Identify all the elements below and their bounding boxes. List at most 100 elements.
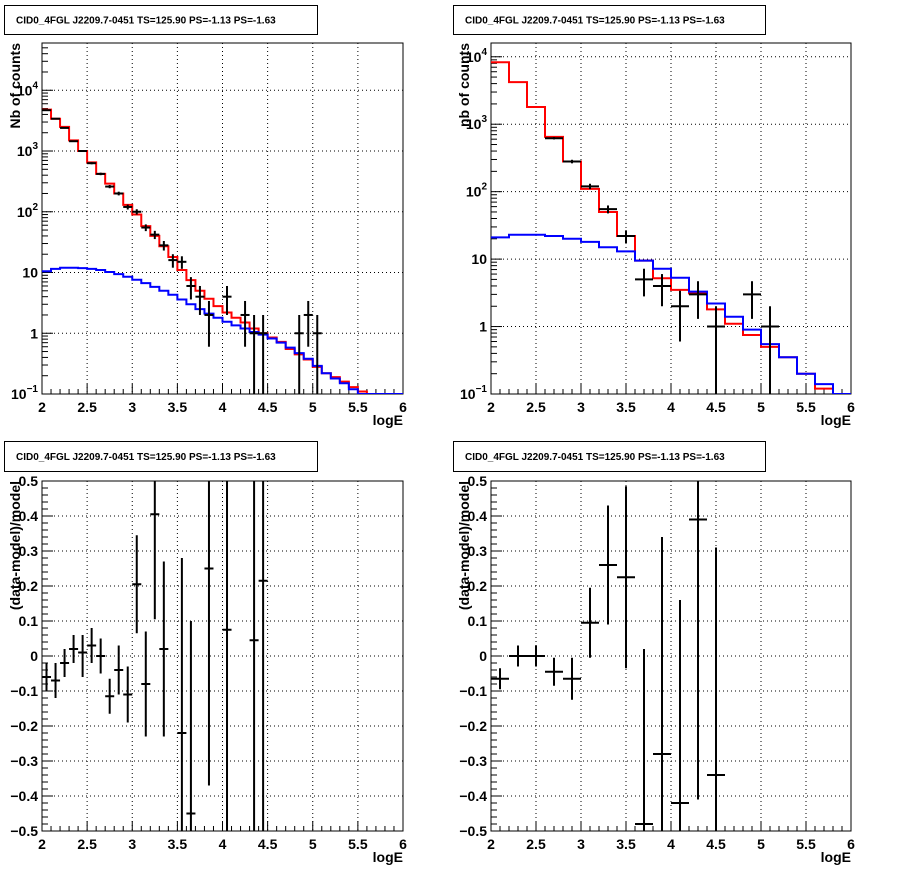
x-tick-label: 5.5 (348, 399, 368, 415)
chart-title: CID0_4FGL J2209.7-0451 TS=125.90 PS=-1.1… (16, 16, 276, 27)
data-point (114, 645, 124, 695)
title-box (453, 5, 766, 35)
panel-4: CID0_4FGL J2209.7-0451 TS=125.90 PS=-1.1… (453, 441, 855, 865)
y-tick-exponent: 2 (32, 202, 38, 213)
x-tick-label: 6 (399, 836, 407, 852)
y-tick-label: 0.4 (19, 508, 39, 524)
y-tick-label: 0 (479, 648, 487, 664)
data-point (177, 558, 187, 831)
y-tick-label: 0.5 (468, 473, 488, 489)
data-point (204, 300, 214, 347)
x-tick-label: 2.5 (526, 836, 546, 852)
y-tick-exponent: 2 (481, 182, 487, 193)
series-2 (42, 266, 403, 394)
x-axis-label: logE (821, 849, 851, 865)
data-point (69, 140, 79, 143)
data-point (761, 306, 779, 394)
y-tick-label: −0.4 (10, 788, 38, 804)
data-point (599, 205, 617, 214)
data-point (96, 638, 106, 674)
panel-3: CID0_4FGL J2209.7-0451 TS=125.90 PS=-1.1… (4, 441, 407, 865)
x-tick-label: 5 (757, 836, 765, 852)
data-point (132, 535, 142, 634)
y-tick-label: −0.4 (459, 788, 487, 804)
y-tick-label: 0.5 (19, 473, 39, 489)
data-point (294, 314, 304, 394)
x-tick-label: 5.5 (796, 399, 816, 415)
y-tick-label: −0.5 (459, 823, 487, 839)
data-point (141, 631, 151, 737)
x-tick-label: 2 (38, 399, 46, 415)
y-tick-exponent: −1 (476, 384, 488, 395)
data-point (671, 600, 689, 831)
x-tick-label: 3.5 (168, 836, 188, 852)
data-point (168, 254, 178, 268)
data-point (240, 300, 250, 347)
x-tick-label: 5 (309, 836, 317, 852)
data-point (509, 645, 527, 667)
data-point (87, 162, 97, 165)
x-tick-label: 2 (38, 836, 46, 852)
data-point (132, 209, 142, 215)
series-3 (42, 109, 322, 394)
x-tick-label: 4 (219, 399, 227, 415)
data-point (78, 635, 88, 677)
data-point (617, 486, 635, 669)
y-tick-exponent: 3 (481, 114, 487, 125)
data-point (527, 645, 545, 667)
x-tick-label: 4 (219, 836, 227, 852)
data-point (581, 183, 599, 190)
chart-title: CID0_4FGL J2209.7-0451 TS=125.90 PS=-1.1… (465, 452, 725, 463)
panel-1: CID0_4FGL J2209.7-0451 TS=125.90 PS=-1.1… (4, 5, 407, 428)
data-point (186, 621, 196, 831)
y-tick-label: −0.1 (459, 683, 487, 699)
data-point (204, 481, 214, 786)
data-point (671, 290, 689, 342)
x-tick-label: 3 (128, 399, 136, 415)
y-tick-label: 1 (30, 325, 38, 341)
y-tick-base: 10 (17, 143, 33, 159)
data-point (581, 587, 599, 658)
y-tick-label: 10−1 (11, 384, 38, 402)
x-tick-label: 3 (577, 836, 585, 852)
x-tick-label: 2 (487, 836, 495, 852)
y-tick-base: 10 (466, 184, 482, 200)
y-axis-label: (data-model)/model (7, 481, 23, 610)
x-axis-label: logE (821, 412, 851, 428)
title-box (453, 441, 766, 472)
y-tick-label: 1 (479, 319, 487, 335)
data-point (312, 314, 322, 394)
data-point (222, 481, 232, 831)
data-point (689, 481, 707, 800)
y-tick-label: −0.2 (459, 718, 487, 734)
model-background-histogram (491, 233, 851, 394)
data-point (707, 306, 725, 394)
x-axis-label: logE (373, 849, 403, 865)
y-tick-label: 10 (22, 265, 38, 281)
grid (42, 481, 403, 831)
x-tick-label: 6 (847, 399, 855, 415)
y-axis-label: Nb of counts (7, 43, 23, 129)
title-box (4, 5, 318, 35)
data-point (563, 159, 581, 164)
y-tick-exponent: 4 (481, 47, 487, 58)
data-point (563, 657, 581, 700)
data-point (150, 230, 160, 240)
y-tick-label: 0.2 (468, 578, 488, 594)
x-tick-label: 3.5 (616, 836, 636, 852)
data-point (222, 285, 232, 315)
grid (491, 481, 851, 831)
series-1 (491, 481, 725, 831)
series-1 (42, 481, 268, 831)
data-point (653, 274, 671, 307)
series-3 (545, 137, 779, 394)
title-box (4, 441, 318, 472)
data-point (78, 150, 88, 153)
y-tick-base: 10 (466, 49, 482, 65)
grid (42, 43, 403, 394)
y-tick-label: 102 (17, 202, 39, 220)
data-point (186, 277, 196, 300)
data-point (177, 256, 187, 269)
y-tick-label: 0.1 (468, 613, 488, 629)
